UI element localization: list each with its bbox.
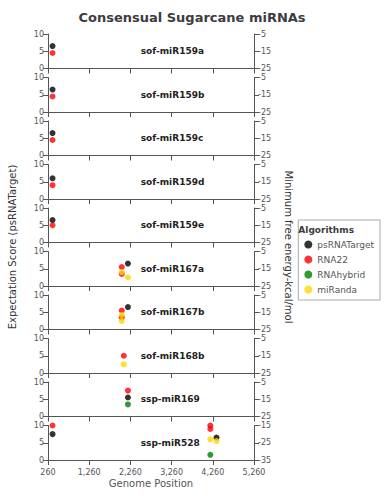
- svg-text:-5: -5: [258, 117, 266, 126]
- svg-text:5: 5: [39, 47, 44, 56]
- svg-text:5: 5: [39, 438, 44, 447]
- svg-text:10: 10: [34, 247, 44, 256]
- svg-text:10: 10: [34, 160, 44, 169]
- svg-text:0: 0: [39, 282, 44, 291]
- svg-text:Consensual Sugarcane miRNAs: Consensual Sugarcane miRNAs: [78, 10, 305, 25]
- svg-text:10: 10: [34, 117, 44, 126]
- svg-text:5: 5: [39, 351, 44, 360]
- svg-text:RNA22: RNA22: [317, 255, 348, 265]
- svg-text:-15: -15: [258, 47, 271, 56]
- svg-text:0: 0: [39, 456, 44, 465]
- svg-text:0: 0: [39, 151, 44, 160]
- svg-text:-15: -15: [258, 221, 271, 230]
- svg-text:3,260: 3,260: [160, 468, 183, 477]
- svg-text:ssp-miR169: ssp-miR169: [141, 394, 200, 404]
- svg-text:-25: -25: [258, 238, 271, 247]
- svg-text:-15: -15: [258, 264, 271, 273]
- svg-text:-25: -25: [258, 369, 271, 378]
- svg-text:-25: -25: [258, 412, 271, 421]
- svg-text:-15: -15: [258, 308, 271, 317]
- svg-text:-15: -15: [258, 90, 271, 99]
- svg-text:5,260: 5,260: [243, 468, 266, 477]
- svg-text:-5: -5: [258, 247, 266, 256]
- svg-text:-15: -15: [258, 177, 271, 186]
- svg-text:-25: -25: [258, 438, 271, 447]
- svg-text:-15: -15: [258, 421, 271, 430]
- svg-text:ssp-miR528: ssp-miR528: [141, 438, 200, 448]
- svg-text:RNAhybrid: RNAhybrid: [317, 270, 365, 280]
- svg-text:0: 0: [39, 238, 44, 247]
- svg-text:260: 260: [40, 468, 55, 477]
- svg-text:-25: -25: [258, 64, 271, 73]
- svg-text:sof-miR167b: sof-miR167b: [141, 307, 205, 317]
- svg-text:-5: -5: [258, 30, 266, 39]
- svg-text:10: 10: [34, 334, 44, 343]
- svg-text:0: 0: [39, 195, 44, 204]
- svg-text:5: 5: [39, 134, 44, 143]
- svg-text:0: 0: [39, 108, 44, 117]
- svg-text:-25: -25: [258, 108, 271, 117]
- svg-text:1,260: 1,260: [78, 468, 101, 477]
- svg-text:-15: -15: [258, 134, 271, 143]
- svg-text:0: 0: [39, 325, 44, 334]
- svg-text:5: 5: [39, 177, 44, 186]
- svg-text:Genome Position: Genome Position: [109, 478, 193, 489]
- svg-text:-25: -25: [258, 325, 271, 334]
- svg-text:-25: -25: [258, 151, 271, 160]
- svg-text:-15: -15: [258, 395, 271, 404]
- svg-text:sof-miR159e: sof-miR159e: [141, 220, 204, 230]
- svg-text:2,260: 2,260: [119, 468, 142, 477]
- svg-text:10: 10: [34, 73, 44, 82]
- svg-text:5: 5: [39, 221, 44, 230]
- svg-text:sof-miR168b: sof-miR168b: [141, 351, 205, 361]
- svg-text:10: 10: [34, 30, 44, 39]
- svg-text:-25: -25: [258, 195, 271, 204]
- svg-text:-5: -5: [258, 291, 266, 300]
- svg-text:sof-miR159c: sof-miR159c: [141, 133, 204, 143]
- svg-text:5: 5: [39, 308, 44, 317]
- svg-text:sof-miR167a: sof-miR167a: [141, 264, 204, 274]
- svg-text:Algorithms: Algorithms: [298, 225, 354, 235]
- svg-text:-5: -5: [258, 160, 266, 169]
- svg-text:Minimum free energy-kcal/mol: Minimum free energy-kcal/mol: [283, 171, 294, 324]
- svg-text:5: 5: [39, 395, 44, 404]
- svg-text:sof-miR159a: sof-miR159a: [141, 46, 204, 56]
- svg-text:-5: -5: [258, 334, 266, 343]
- svg-text:-5: -5: [258, 378, 266, 387]
- svg-text:0: 0: [39, 412, 44, 421]
- svg-text:0: 0: [39, 369, 44, 378]
- svg-text:sof-miR159b: sof-miR159b: [141, 90, 205, 100]
- svg-text:5: 5: [39, 264, 44, 273]
- svg-text:-5: -5: [258, 204, 266, 213]
- svg-text:sof-miR159d: sof-miR159d: [141, 177, 205, 187]
- svg-text:-15: -15: [258, 351, 271, 360]
- svg-text:10: 10: [34, 204, 44, 213]
- svg-text:-5: -5: [258, 73, 266, 82]
- svg-text:psRNATarget: psRNATarget: [317, 240, 374, 250]
- svg-text:10: 10: [34, 291, 44, 300]
- svg-text:miRanda: miRanda: [317, 285, 357, 295]
- svg-text:10: 10: [34, 421, 44, 430]
- svg-text:0: 0: [39, 64, 44, 73]
- svg-text:Expectation Score (psRNATarget: Expectation Score (psRNATarget): [7, 165, 18, 330]
- svg-text:-35: -35: [258, 456, 271, 465]
- svg-text:10: 10: [34, 378, 44, 387]
- svg-text:4,260: 4,260: [201, 468, 224, 477]
- svg-text:-25: -25: [258, 282, 271, 291]
- svg-text:5: 5: [39, 90, 44, 99]
